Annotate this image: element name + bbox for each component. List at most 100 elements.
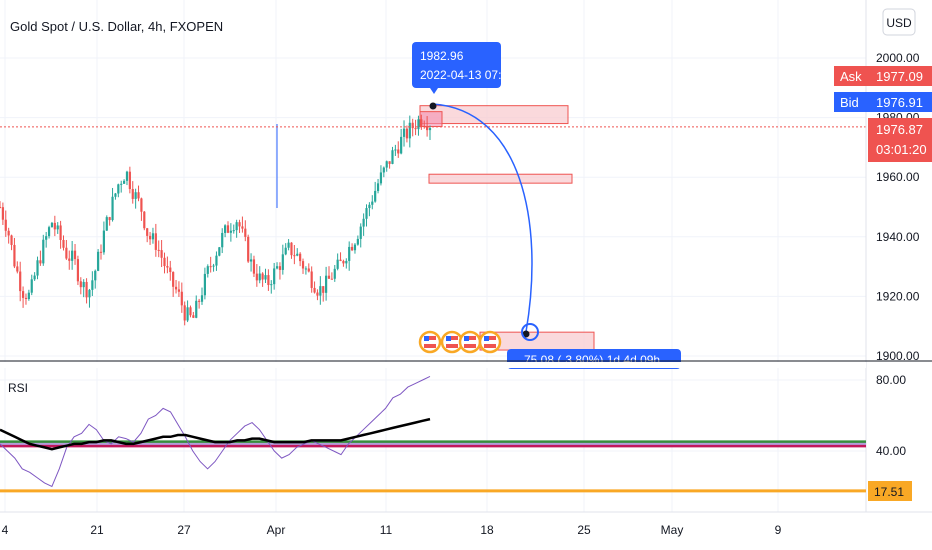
candle-body-81 xyxy=(232,230,235,232)
candle-body-98 xyxy=(281,254,284,270)
candle-body-38 xyxy=(108,217,111,221)
candle-body-119 xyxy=(342,260,345,264)
candle-body-126 xyxy=(362,218,365,227)
candle-body-118 xyxy=(339,259,342,261)
event-flag-mid-2 xyxy=(464,340,476,344)
candle-body-76 xyxy=(218,247,221,256)
event-flag-canton-2 xyxy=(464,336,469,341)
event-flag-top-0 xyxy=(424,336,436,340)
candle-body-139 xyxy=(400,136,403,154)
rsi-axis[interactable]: 80.00 40.00 xyxy=(876,373,906,458)
rsi-series-line xyxy=(0,375,431,488)
candle-body-31 xyxy=(88,289,91,298)
candle-body-133 xyxy=(382,167,385,173)
candle-body-114 xyxy=(327,275,331,279)
candle-body-55 xyxy=(157,249,160,251)
candle-body-123 xyxy=(353,244,357,251)
candle-body-7 xyxy=(19,271,22,292)
candle-body-4 xyxy=(10,235,13,245)
candle-body-45 xyxy=(128,171,131,190)
rsi-levels xyxy=(0,440,866,493)
candle-body-27 xyxy=(76,259,80,282)
event-flag-canton-1 xyxy=(446,336,451,341)
candle-body-33 xyxy=(94,270,97,281)
candle-body-88 xyxy=(252,259,256,274)
candle-body-59 xyxy=(169,267,172,273)
candle-body-117 xyxy=(336,259,339,269)
candle-body-113 xyxy=(325,275,328,293)
candle-body-143 xyxy=(411,122,414,129)
candle-body-92 xyxy=(264,275,267,280)
candle-body-17 xyxy=(47,227,51,237)
event-flag-top-3 xyxy=(484,336,496,340)
time-tick-2: 27 xyxy=(177,523,191,537)
candle-body-62 xyxy=(177,289,181,292)
candle-body-97 xyxy=(278,266,282,270)
candle-body-142 xyxy=(408,122,411,139)
countdown: 03:01:20 xyxy=(876,142,927,157)
rsi-pane-bg xyxy=(0,362,866,368)
candle-body-108 xyxy=(310,271,313,288)
candle-body-10 xyxy=(27,292,30,299)
candle-body-2 xyxy=(4,219,7,231)
candle-body-103 xyxy=(296,253,299,256)
candle-body-96 xyxy=(275,266,279,269)
candle-body-24 xyxy=(68,258,71,261)
candle-body-18 xyxy=(50,222,54,228)
symbol-title[interactable]: Gold Spot / U.S. Dollar, 4h, FXOPEN xyxy=(10,19,223,34)
candle-body-14 xyxy=(39,260,42,264)
candle-body-37 xyxy=(105,217,108,231)
candle-body-140 xyxy=(402,128,406,137)
price-axis[interactable]: 2000.001980.001960.001940.001920.001900.… xyxy=(876,51,920,363)
candle-body-26 xyxy=(73,250,77,260)
candle-body-44 xyxy=(125,171,129,181)
event-flag-bot-2 xyxy=(464,344,476,348)
candle-body-135 xyxy=(388,161,391,164)
candle-body-29 xyxy=(82,281,85,288)
candle-body-9 xyxy=(24,297,28,299)
currency-button[interactable]: USD xyxy=(882,8,916,36)
bid-tag: Bid 1976.91 xyxy=(834,92,932,112)
time-tick-7: May xyxy=(661,523,684,537)
time-axis[interactable]: 4 21 27 Apr 11 18 25 May 9 xyxy=(2,523,782,537)
candles xyxy=(0,114,432,326)
candle-body-63 xyxy=(180,291,183,306)
rsi-title: RSI xyxy=(8,381,28,395)
candle-body-93 xyxy=(267,275,270,286)
candle-body-47 xyxy=(134,192,137,199)
candle-body-131 xyxy=(376,183,380,191)
time-tick-3: Apr xyxy=(267,523,286,537)
candle-body-136 xyxy=(391,150,394,164)
candle-body-19 xyxy=(53,222,56,230)
time-tick-6: 25 xyxy=(577,523,591,537)
candle-body-75 xyxy=(215,255,218,266)
event-flag-canton-0 xyxy=(424,336,429,341)
price-callout[interactable]: 1982.96 2022-04-13 07:00 xyxy=(412,42,515,94)
price-tick-3: 1940.00 xyxy=(876,230,920,244)
candle-body-116 xyxy=(333,268,336,279)
candle-body-138 xyxy=(397,149,400,154)
events xyxy=(418,330,502,354)
candle-body-120 xyxy=(345,260,348,264)
candle-body-134 xyxy=(385,161,388,168)
time-tick-1: 21 xyxy=(90,523,104,537)
candle-body-132 xyxy=(379,172,383,184)
candle-body-54 xyxy=(154,233,157,250)
candle-body-121 xyxy=(348,246,351,261)
candle-body-115 xyxy=(330,278,333,280)
projection-curve xyxy=(432,103,533,333)
zones xyxy=(419,105,595,351)
candle-body-105 xyxy=(301,261,305,269)
projection-end-dot xyxy=(522,330,530,338)
price-tick-4: 1920.00 xyxy=(876,289,920,303)
candle-body-49 xyxy=(140,198,143,212)
callout-date: 2022-04-13 07:00 xyxy=(420,68,515,82)
candle-body-146 xyxy=(420,119,423,126)
candle-body-15 xyxy=(42,239,45,264)
candle-body-22 xyxy=(62,239,65,248)
candle-body-95 xyxy=(273,268,276,285)
event-flag-bot-1 xyxy=(446,344,458,348)
candle-body-61 xyxy=(174,286,178,290)
zone-1 xyxy=(428,173,573,184)
time-tick-0: 4 xyxy=(2,523,9,537)
